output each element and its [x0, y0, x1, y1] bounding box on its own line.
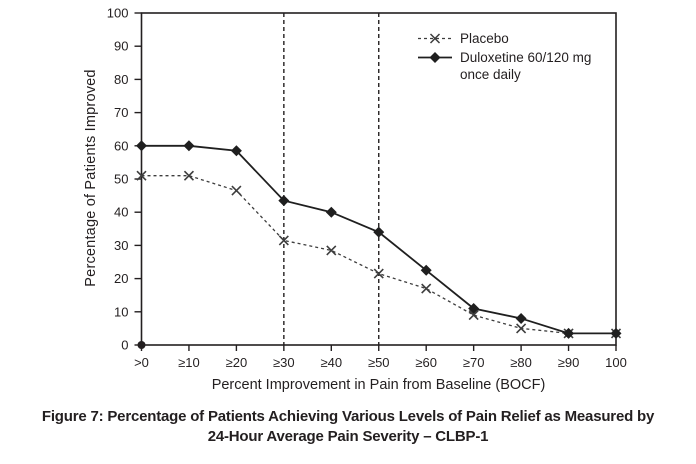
legend-label-placebo: Placebo — [460, 31, 509, 46]
chart-svg: 0 10 20 30 40 50 60 70 80 90 100 >0 ≥10 ≥20 ≥30 ≥40 ≥50 ≥… — [107, 6, 627, 371]
figure-caption-line-1: Figure 7: Percentage of Patients Achievi… — [41, 408, 655, 425]
svg-text:30: 30 — [114, 238, 128, 253]
svg-text:20: 20 — [114, 271, 128, 286]
legend-label-duloxetine: Duloxetine 60/120 mg once daily — [460, 50, 592, 82]
svg-text:100: 100 — [107, 6, 129, 21]
svg-text:≥30: ≥30 — [273, 355, 295, 370]
svg-text:>0: >0 — [134, 355, 149, 370]
legend-item-duloxetine: Duloxetine 60/120 mg once daily — [418, 49, 618, 83]
x-axis-title: Percent Improvement in Pain from Baselin… — [211, 377, 546, 393]
placebo-dashed-x-marker-icon — [418, 33, 452, 44]
svg-text:70: 70 — [114, 105, 128, 120]
svg-text:40: 40 — [114, 205, 128, 220]
svg-text:60: 60 — [114, 138, 128, 153]
legend-item-placebo: Placebo — [418, 30, 618, 47]
svg-text:≥90: ≥90 — [558, 355, 580, 370]
svg-text:≥80: ≥80 — [510, 355, 532, 370]
figure-caption-line-2: 24-Hour Average Pain Severity – CLBP-1 — [207, 428, 489, 445]
svg-text:≥50: ≥50 — [368, 355, 390, 370]
svg-text:0: 0 — [121, 338, 128, 353]
legend: Placebo Duloxetine 60/120 mg once daily — [418, 30, 618, 85]
svg-text:≥70: ≥70 — [463, 355, 485, 370]
svg-text:80: 80 — [114, 72, 128, 87]
svg-text:≥10: ≥10 — [178, 355, 200, 370]
svg-text:90: 90 — [114, 39, 128, 54]
svg-text:100: 100 — [605, 355, 627, 370]
svg-text:≥40: ≥40 — [320, 355, 342, 370]
figure-caption: Figure 7: Percentage of Patients Achievi… — [0, 407, 696, 447]
svg-text:≥60: ≥60 — [415, 355, 437, 370]
svg-text:≥20: ≥20 — [226, 355, 248, 370]
svg-text:10: 10 — [114, 304, 128, 319]
duloxetine-solid-diamond-marker-icon — [418, 52, 452, 63]
svg-text:50: 50 — [114, 172, 128, 187]
